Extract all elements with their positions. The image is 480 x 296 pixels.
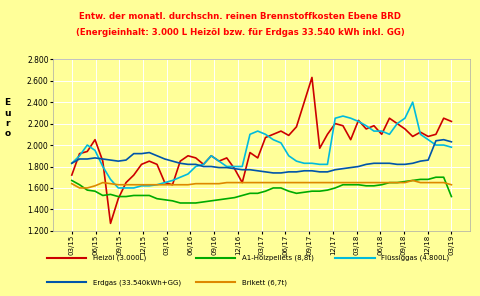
Text: E
u
r
o: E u r o xyxy=(4,98,11,139)
Text: Entw. der monatl. durchschn. reinen Brennstoffkosten Ebene BRD: Entw. der monatl. durchschn. reinen Bren… xyxy=(79,12,401,21)
Text: Heizöl (3.000L): Heizöl (3.000L) xyxy=(93,255,146,261)
Text: (Energieinhalt: 3.000 L Heizöl bzw. für Erdgas 33.540 kWh inkl. GG): (Energieinhalt: 3.000 L Heizöl bzw. für … xyxy=(76,28,404,37)
Text: Flüssiggas (4.800L): Flüssiggas (4.800L) xyxy=(381,255,449,261)
Text: Erdgas (33.540kWh+GG): Erdgas (33.540kWh+GG) xyxy=(93,279,181,286)
Text: Brikett (6,7t): Brikett (6,7t) xyxy=(241,279,287,286)
Text: A1-Holzpellets (8,8t): A1-Holzpellets (8,8t) xyxy=(241,255,313,261)
